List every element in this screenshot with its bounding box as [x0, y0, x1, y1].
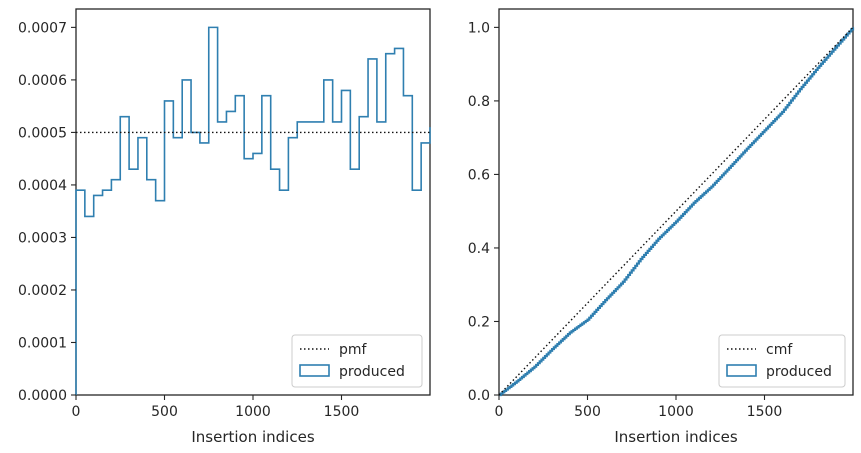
legend-box	[291, 334, 423, 388]
series-layer	[498, 26, 855, 397]
y-tick-label: 0.4	[468, 241, 490, 257]
y-axis-ticks: 0.0 0.2 0.4 0.6 0.8 1.0	[468, 20, 499, 404]
y-tick-label: 0.2	[468, 314, 490, 330]
x-tick-label: 1000	[235, 404, 271, 420]
x-axis-ticks: 0 500 1000 1500	[72, 395, 360, 420]
y-tick-label: 0.0000	[18, 388, 67, 404]
legend-box	[718, 334, 846, 388]
y-tick-label: 0.0006	[18, 73, 67, 89]
x-tick-label: 1000	[658, 404, 694, 420]
x-tick-label: 500	[151, 404, 178, 420]
x-tick-label: 0	[72, 404, 81, 420]
y-tick-label: 0.0007	[18, 20, 67, 36]
y-axis-ticks: 0.0000 0.0001 0.0002 0.0003 0.0004 0.0005 0.00…	[18, 20, 76, 404]
y-tick-label: 0.0002	[18, 283, 67, 299]
pmf-histogram-chart: 0 500 1000 1500 0.00000.00010.00020.00030.0…	[18, 8, 431, 446]
y-tick-label: 0.0003	[18, 230, 67, 246]
series-produced-step	[75, 26, 431, 395]
legend: pmf produced	[291, 334, 423, 388]
series-cmf-line	[498, 26, 854, 396]
legend-swatch-produced	[299, 364, 330, 377]
x-tick-label: 1500	[747, 404, 783, 420]
legend-label-pmf: pmf	[339, 342, 368, 358]
x-axis-label: Insertion indices	[191, 428, 314, 446]
y-tick-label: 0.0001	[18, 335, 67, 351]
series-layer	[75, 26, 431, 395]
legend-label-cmf: cmf	[766, 342, 793, 358]
series-produced-curve	[499, 27, 855, 397]
x-axis-label: Insertion indices	[614, 428, 737, 446]
y-tick-label: 0.8	[468, 94, 490, 110]
y-tick-label: 0.6	[468, 167, 490, 183]
legend-swatch-produced	[726, 364, 757, 377]
x-tick-label: 500	[574, 404, 601, 420]
x-tick-label: 1500	[324, 404, 360, 420]
y-tick-label: 0.0	[468, 388, 490, 404]
x-axis-ticks: 0 500 1000 1500	[495, 395, 783, 420]
legend-label-produced: produced	[766, 364, 832, 380]
x-tick-label: 0	[495, 404, 504, 420]
y-tick-label: 0.0005	[18, 125, 67, 141]
cmf-cumulative-chart: 0 500 1000 1500 0.0 0.2 0.4 0.6 0.8 1.0 Insertio…	[468, 8, 855, 446]
y-tick-label: 1.0	[468, 20, 490, 36]
legend: cmf produced	[718, 334, 846, 388]
legend-label-produced: produced	[339, 364, 405, 380]
y-tick-label: 0.0004	[18, 178, 67, 194]
